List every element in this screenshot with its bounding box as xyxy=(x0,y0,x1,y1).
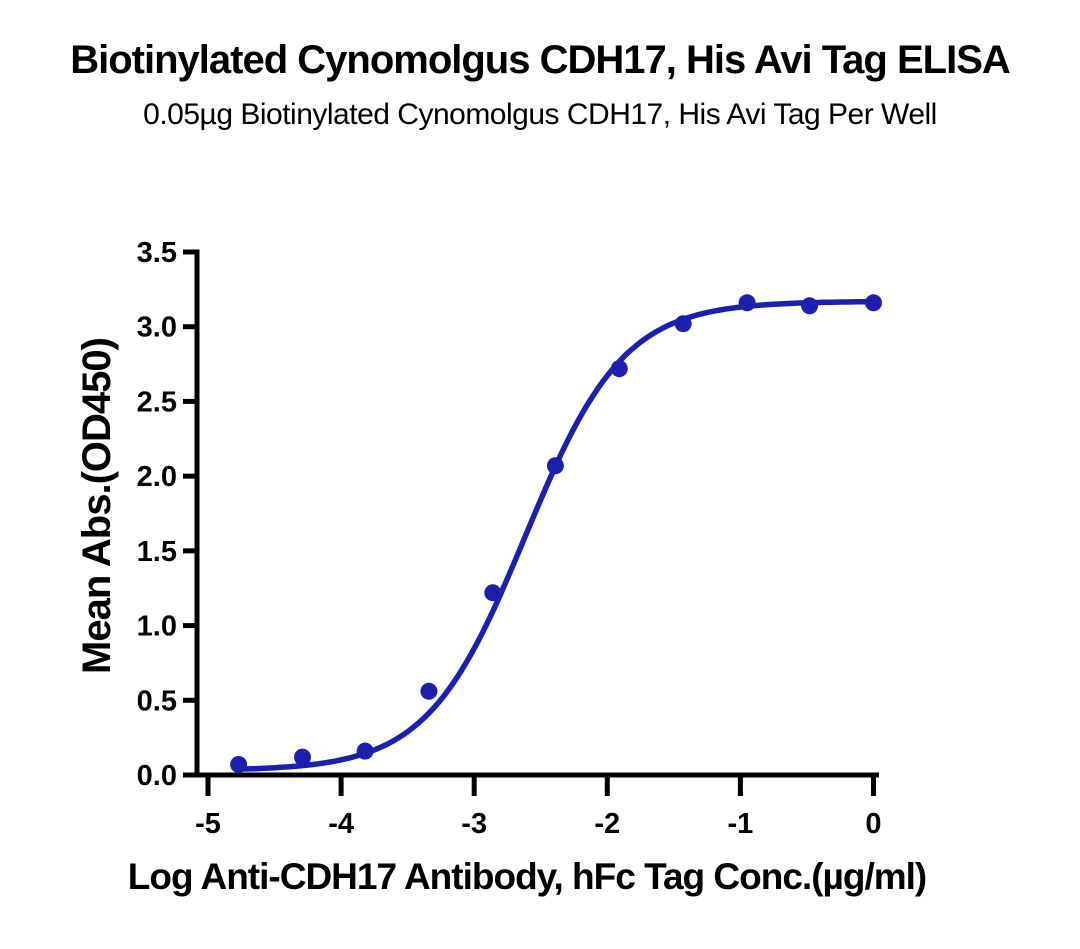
x-tick-label: -2 xyxy=(594,808,620,840)
chart-subtitle: 0.05µg Biotinylated Cynomolgus CDH17, Hi… xyxy=(143,98,937,131)
fit-curve xyxy=(235,298,877,772)
y-tick-label: 0.0 xyxy=(137,760,177,792)
data-point xyxy=(865,294,882,312)
data-point xyxy=(294,748,311,766)
data-point xyxy=(230,756,248,773)
data-point xyxy=(420,682,438,700)
y-tick-label: 2.0 xyxy=(137,461,177,493)
data-point xyxy=(738,294,756,312)
x-tick-label: -1 xyxy=(728,808,754,840)
y-tick-label: 1.5 xyxy=(137,536,177,568)
x-tick-label: -5 xyxy=(195,808,221,840)
x-axis-title: Log Anti-CDH17 Antibody, hFc Tag Conc.(µ… xyxy=(127,856,927,897)
chart-title: Biotinylated Cynomolgus CDH17, His Avi T… xyxy=(70,38,1011,82)
x-tick-label: -3 xyxy=(461,808,487,840)
data-point xyxy=(356,742,374,760)
data-point xyxy=(610,360,628,378)
x-tick-label: 0 xyxy=(865,808,881,840)
data-point xyxy=(801,297,819,315)
y-tick-label: 3.0 xyxy=(137,312,177,344)
y-tick-label: 0.5 xyxy=(137,685,177,717)
data-point xyxy=(674,315,692,333)
x-tick-label: -4 xyxy=(328,808,354,840)
y-tick-label: 2.5 xyxy=(137,386,177,418)
y-tick-label: 1.0 xyxy=(137,611,177,643)
data-point xyxy=(546,457,564,475)
y-tick-label: 3.5 xyxy=(137,237,177,269)
data-point xyxy=(484,584,502,602)
